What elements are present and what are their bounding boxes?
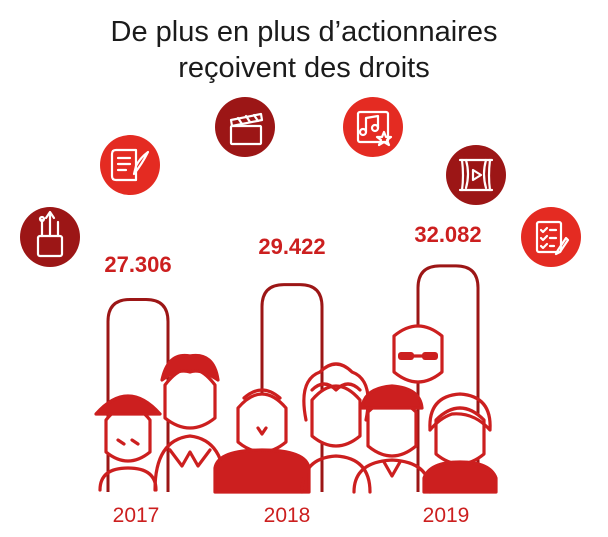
music-star-icon: [343, 97, 403, 157]
chart-title: De plus en plus d’actionnaires reçoivent…: [0, 14, 608, 86]
clapperboard-icon: [215, 97, 275, 157]
year-label-2019: 2019: [423, 504, 470, 527]
bar-2019: [416, 264, 480, 492]
person-curly-hair-icon: [300, 362, 372, 494]
person-dark-shirt-icon: [213, 388, 311, 494]
chart-title-line-2: reçoivent des droits: [178, 52, 430, 84]
person-sunglasses-icon: [392, 324, 444, 384]
bar-2018: [260, 283, 324, 492]
art-supplies-icon: [20, 207, 80, 267]
person-bob-hair-icon: [422, 392, 498, 494]
value-label-2017: 27.306: [104, 252, 171, 277]
checklist-pen-icon: [521, 207, 581, 267]
bar-2017: [106, 297, 170, 492]
person-backwards-cap-icon: [352, 384, 432, 494]
person-cap-icon: [94, 394, 162, 492]
value-label-2019: 32.082: [414, 222, 481, 247]
chart-title-line-1: De plus en plus d’actionnaires: [110, 16, 498, 48]
manuscript-quill-icon: [100, 135, 160, 195]
people-illustration: [94, 324, 498, 494]
year-label-2017: 2017: [113, 504, 160, 527]
value-label-2018: 29.422: [258, 234, 325, 259]
theater-stage-icon: [446, 145, 506, 205]
year-label-2018: 2018: [264, 504, 311, 527]
bar-series: [106, 264, 480, 492]
person-spiky-hair-icon: [153, 353, 227, 492]
